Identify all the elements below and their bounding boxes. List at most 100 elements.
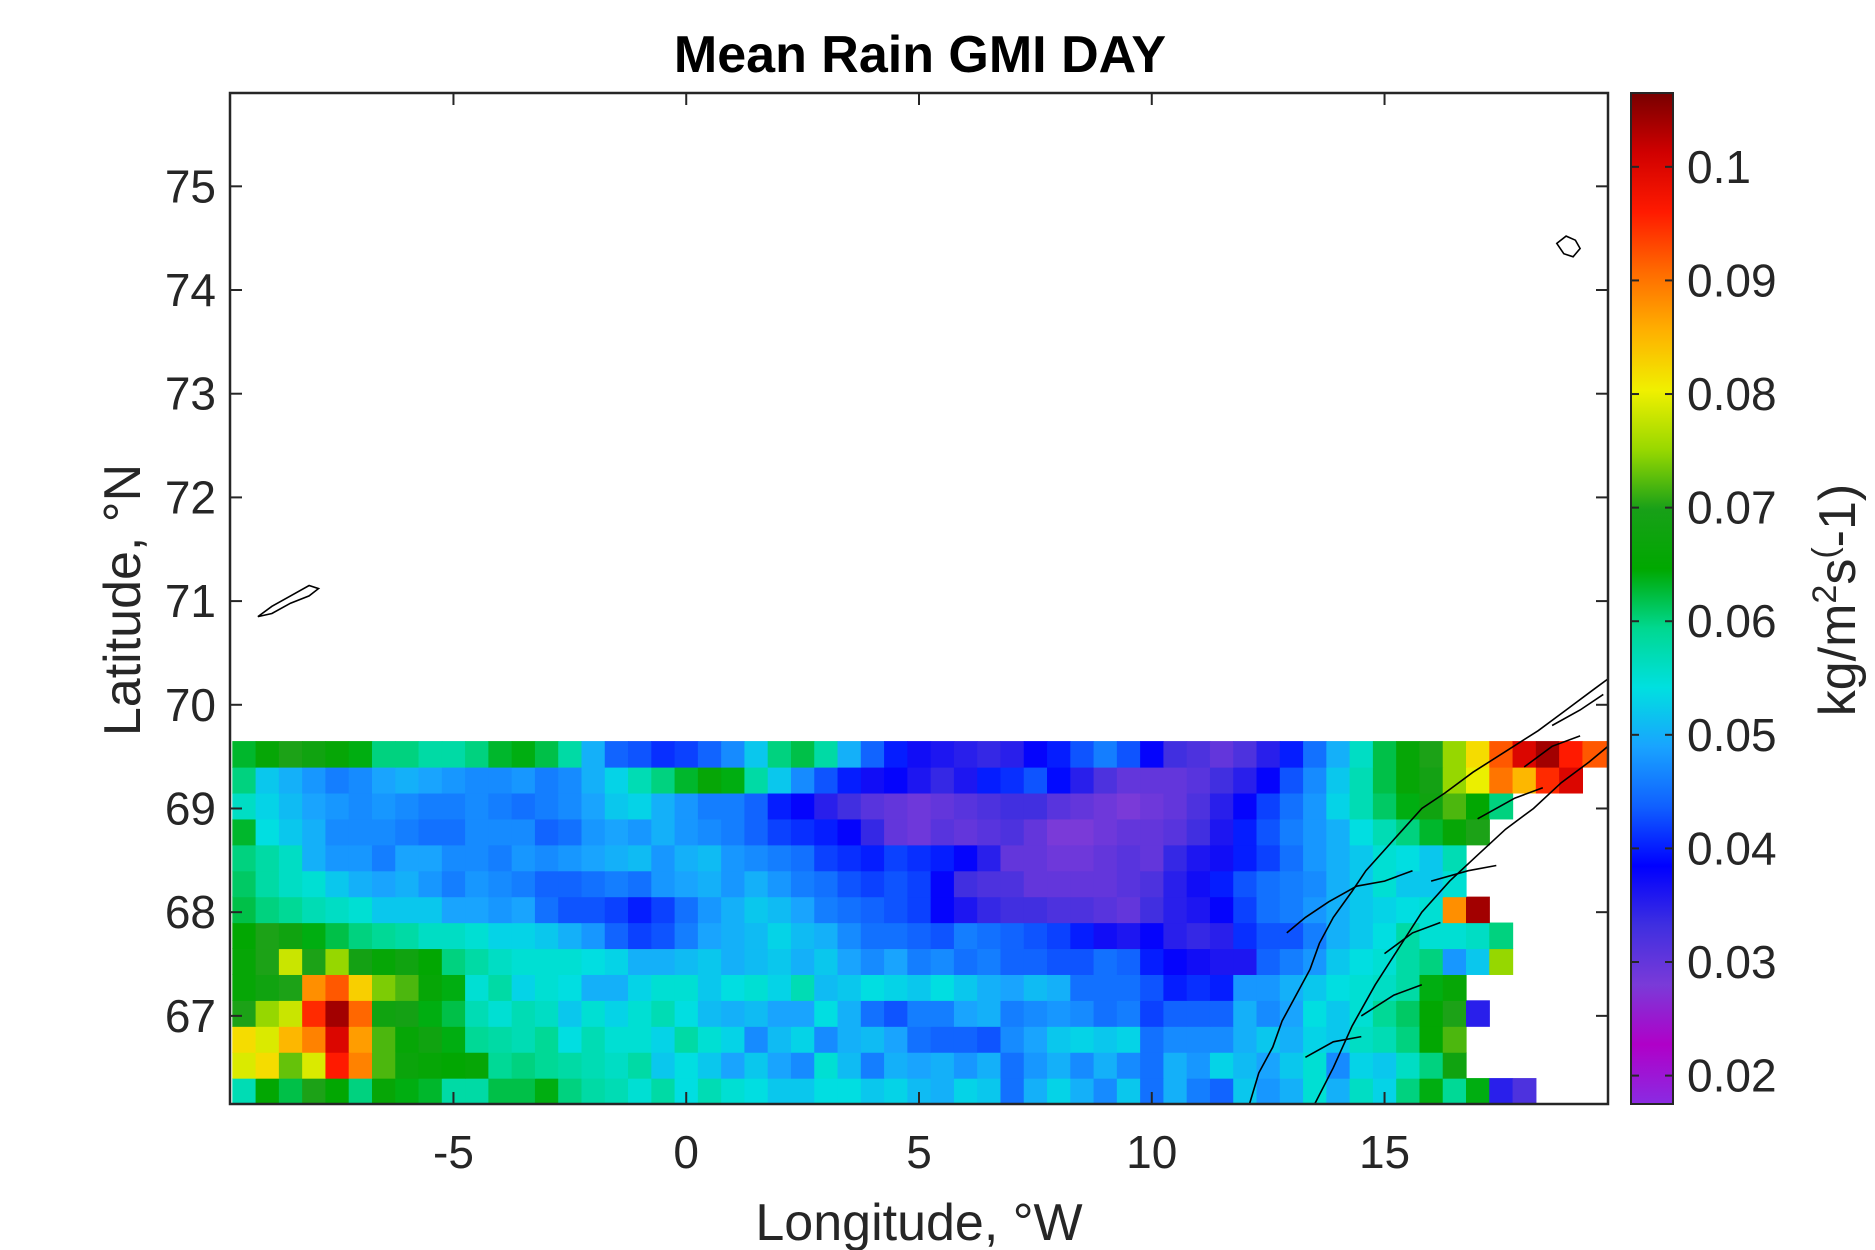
heatmap-cell	[930, 1026, 955, 1053]
heatmap-cell	[302, 896, 327, 924]
heatmap-cell	[1209, 844, 1234, 872]
heatmap-cell	[628, 741, 652, 768]
heatmap-cell	[255, 1000, 280, 1027]
heatmap-cell	[884, 1026, 908, 1053]
heatmap-cell	[418, 974, 443, 1001]
heatmap-cell	[721, 922, 746, 950]
y-tick-label: 67	[165, 990, 216, 1042]
heatmap-cell	[581, 1052, 606, 1079]
heatmap-cell	[930, 948, 955, 975]
heatmap-cell	[744, 1052, 769, 1079]
heatmap-cell	[1209, 1078, 1234, 1104]
heatmap-cell	[1023, 922, 1048, 950]
heatmap-cell	[907, 896, 932, 924]
heatmap-cell	[395, 1052, 420, 1079]
heatmap-cell	[558, 1078, 583, 1104]
heatmap-cell	[884, 844, 908, 872]
heatmap-cell	[278, 1078, 303, 1104]
heatmap-cell	[1233, 870, 1258, 898]
heatmap-cell	[1209, 792, 1234, 820]
heatmap-cell	[1140, 974, 1165, 1001]
heatmap-cell	[977, 870, 1002, 898]
heatmap-cell	[604, 741, 629, 768]
heatmap-cell	[1419, 767, 1444, 794]
heatmap-cell	[1140, 922, 1165, 950]
y-tick-label: 73	[165, 368, 216, 420]
heatmap-cell	[651, 741, 676, 768]
heatmap-cell	[907, 767, 932, 794]
heatmap-cell	[814, 948, 839, 975]
heatmap-cell	[558, 741, 583, 768]
heatmap-cell	[1209, 767, 1234, 794]
heatmap-cell	[1442, 844, 1467, 872]
heatmap-cell	[1349, 1052, 1374, 1079]
heatmap-cell	[581, 1000, 606, 1027]
heatmap-cell	[232, 922, 257, 950]
heatmap-cell	[371, 844, 396, 872]
heatmap-cell	[1000, 1052, 1025, 1079]
heatmap-cell	[977, 1000, 1002, 1027]
heatmap-cell	[814, 896, 839, 924]
heatmap-cell	[767, 792, 792, 820]
heatmap-cell	[1372, 741, 1397, 768]
heatmap-cell	[1466, 896, 1490, 924]
heatmap-cell	[1186, 974, 1211, 1001]
heatmap-cell	[371, 896, 396, 924]
colorbar-ticks: 0.02 0.03 0.04 0.05 0.06 0.07 0.08 0.09 0.1	[1631, 141, 1777, 1102]
heatmap-cell	[371, 1000, 396, 1027]
heatmap-cell	[1372, 1026, 1397, 1053]
heatmap-cell	[1116, 974, 1141, 1001]
heatmap-cell	[1349, 792, 1374, 820]
heatmap-cell	[651, 948, 676, 975]
heatmap-cell	[1116, 1052, 1141, 1079]
heatmap-cell	[697, 792, 722, 820]
heatmap-cell	[953, 922, 978, 950]
heatmap-cell	[977, 974, 1002, 1001]
heatmap-cell	[953, 1000, 978, 1027]
heatmap-cell	[1372, 1000, 1397, 1027]
heatmap-cell	[418, 792, 443, 820]
heatmap-cell	[953, 844, 978, 872]
heatmap-cell	[1303, 896, 1327, 924]
heatmap-cell	[558, 792, 583, 820]
heatmap-cell	[1163, 1026, 1188, 1053]
heatmap-cell	[488, 922, 513, 950]
heatmap-cell	[930, 792, 955, 820]
heatmap-cell	[1163, 741, 1188, 768]
heatmap-cell	[488, 767, 513, 794]
heatmap-cell	[581, 818, 606, 846]
heatmap-cell	[1023, 974, 1048, 1001]
coastline-island-west	[257, 584, 321, 618]
coastline-fjord	[1551, 693, 1604, 727]
heatmap-cell	[534, 922, 559, 950]
heatmap-cell	[1047, 948, 1071, 975]
heatmap-cell	[395, 818, 420, 846]
heatmap-cell	[1140, 948, 1165, 975]
heatmap-cell	[651, 870, 676, 898]
x-tick-label: 10	[1126, 1126, 1177, 1178]
heatmap-cell	[1047, 896, 1071, 924]
heatmap-cell	[628, 767, 652, 794]
heatmap-cell	[1209, 974, 1234, 1001]
heatmap-cell	[1023, 1078, 1048, 1104]
heatmap-cell	[953, 818, 978, 846]
heatmap-cell	[1326, 767, 1351, 794]
heatmap-cell	[1279, 922, 1304, 950]
heatmap-cell	[558, 818, 583, 846]
heatmap-cell	[534, 844, 559, 872]
heatmap-cell	[651, 1052, 676, 1079]
heatmap-cell	[534, 1026, 559, 1053]
heatmap-cell	[977, 767, 1002, 794]
heatmap-cell	[930, 1078, 955, 1104]
heatmap-cell	[1303, 792, 1327, 820]
heatmap-cell	[814, 974, 839, 1001]
heatmap-cell	[1093, 922, 1118, 950]
heatmap-cell	[837, 767, 862, 794]
heatmap-cell	[255, 948, 280, 975]
heatmap-cell	[395, 948, 420, 975]
heatmap-cell	[581, 844, 606, 872]
heatmap-cell	[604, 922, 629, 950]
heatmap-cell	[348, 870, 373, 898]
heatmap-cell	[790, 1026, 815, 1053]
heatmap-cell	[1256, 1000, 1281, 1027]
